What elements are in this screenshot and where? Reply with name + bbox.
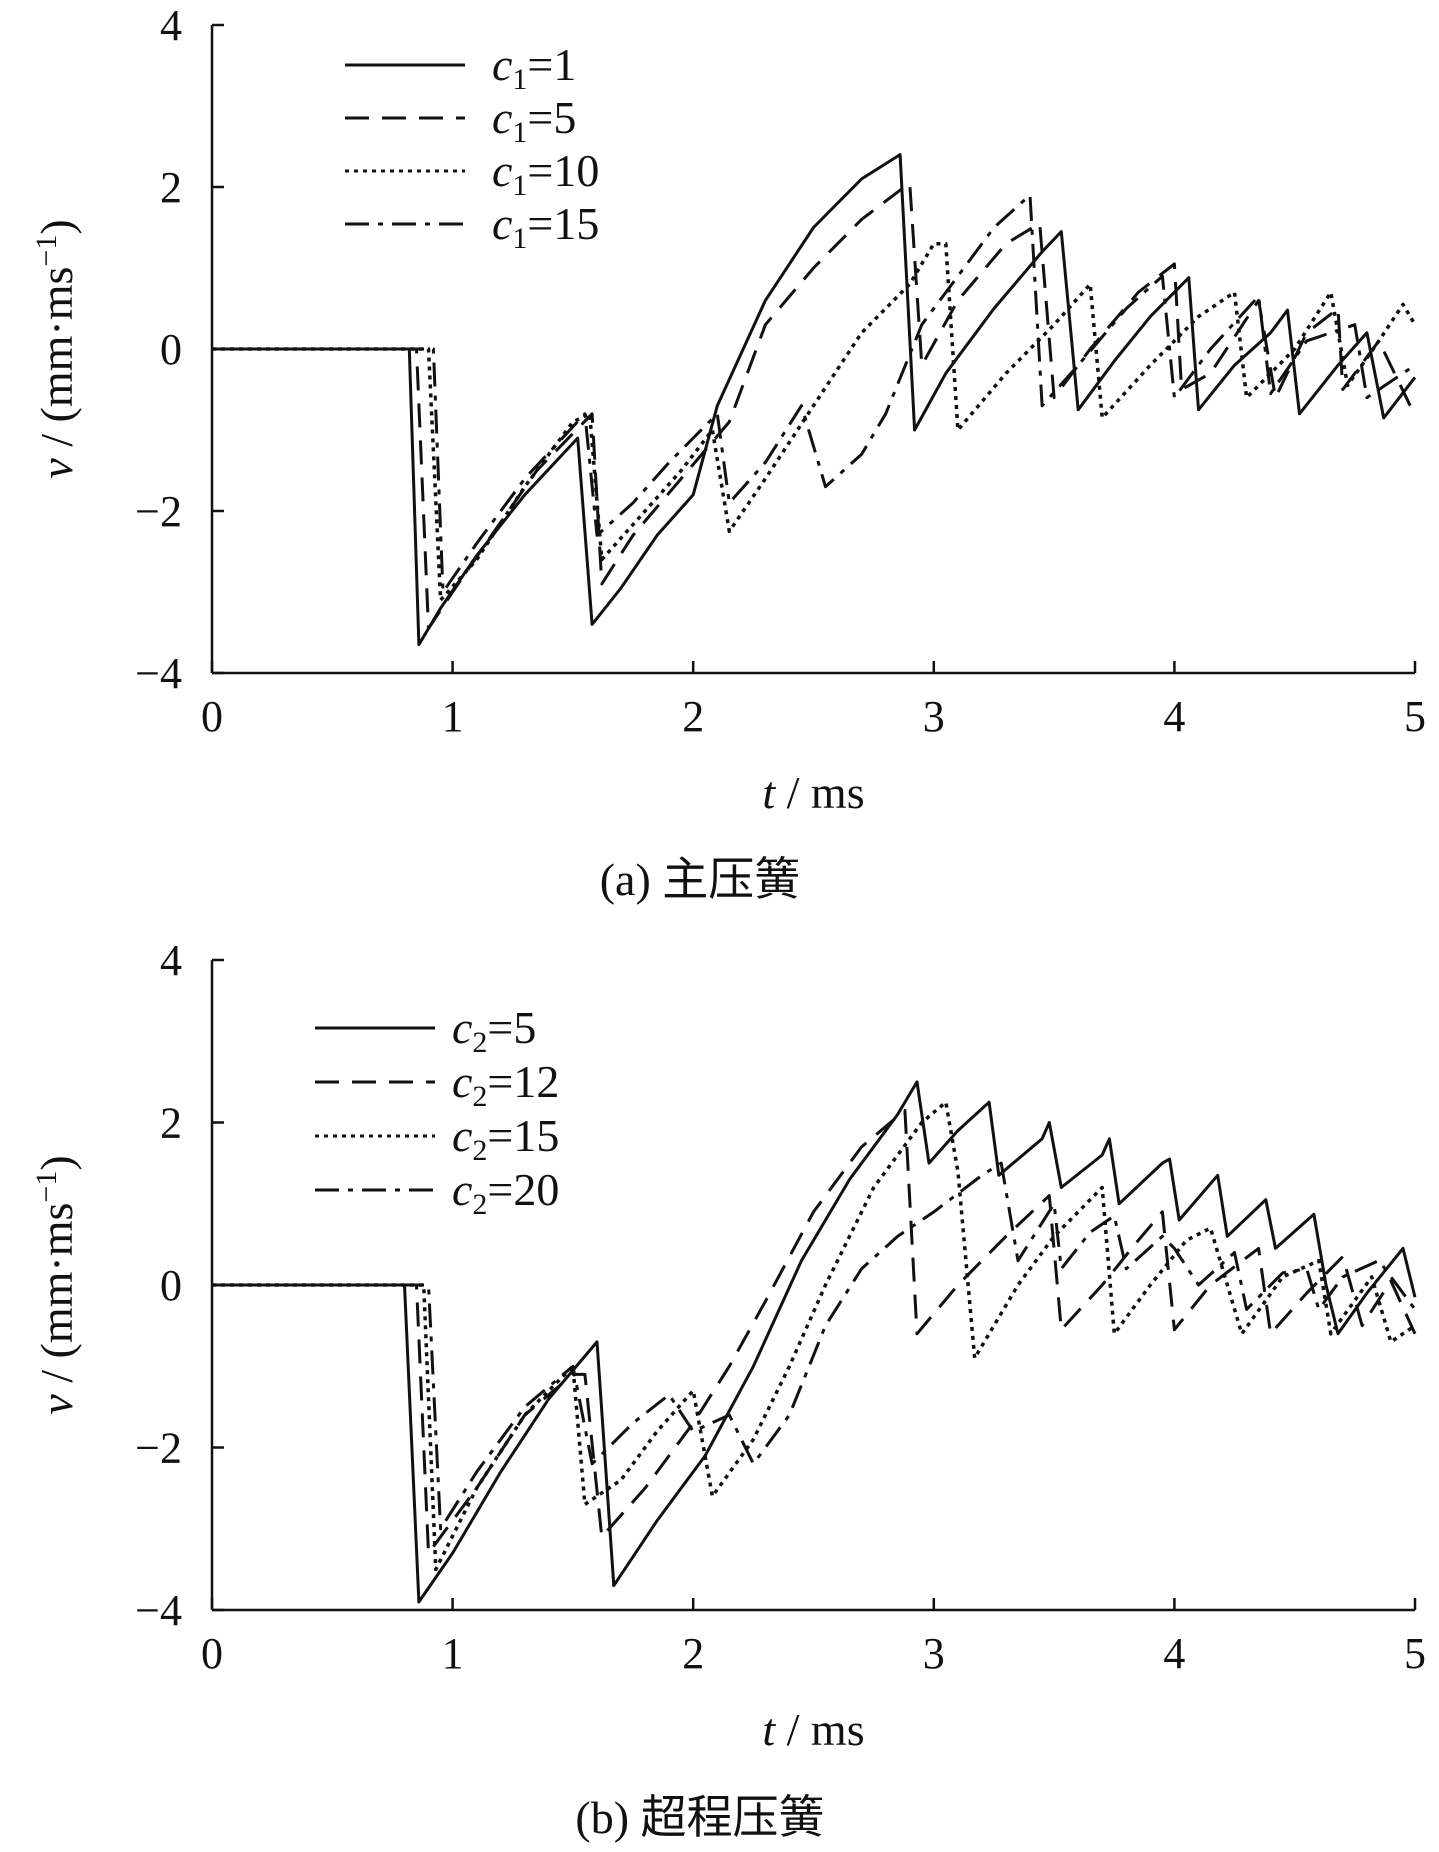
- x-axis-label: t / ms: [762, 767, 864, 818]
- series-line-c2-12: [212, 1108, 1417, 1555]
- y-axis-var: v: [31, 458, 82, 479]
- legend-entry: c1=1: [492, 39, 576, 96]
- legend-entry: c1=5: [492, 92, 576, 149]
- y-axis-unit: / (mm·ms: [31, 267, 82, 459]
- legend-value: =12: [487, 1056, 559, 1107]
- y-axis-unit: / (mm·ms: [31, 1203, 82, 1395]
- legend-entry: c1=10: [492, 145, 599, 202]
- y-tick-label: 2: [160, 163, 182, 212]
- y-tick-label: −2: [135, 1424, 182, 1473]
- x-tick-label: 3: [923, 1629, 945, 1678]
- panel-caption: (b) 超程压簧: [575, 1792, 824, 1843]
- legend-subscript: 1: [512, 169, 527, 202]
- y-tick-label: −4: [135, 1586, 182, 1635]
- series-line-c1-1: [212, 153, 1417, 647]
- legend-subscript: 2: [472, 1080, 487, 1113]
- legend-subscript: 1: [512, 116, 527, 149]
- legend-symbol: c: [492, 92, 512, 143]
- legend-symbol: c: [452, 1002, 472, 1053]
- legend-symbol: c: [452, 1110, 472, 1161]
- legend-value: =1: [527, 39, 576, 90]
- legend-subscript: 2: [472, 1134, 487, 1167]
- legend-symbol: c: [492, 198, 512, 249]
- legend-value: =20: [487, 1164, 559, 1215]
- x-axis-var: t: [762, 1704, 776, 1755]
- legend-symbol: c: [492, 145, 512, 196]
- legend-value: =5: [527, 92, 576, 143]
- legend-value: =15: [487, 1110, 559, 1161]
- series-line-c1-5: [212, 181, 1412, 630]
- y-tick-label: 0: [160, 325, 182, 374]
- legend-value: =15: [527, 198, 599, 249]
- x-axis-unit: / ms: [775, 767, 864, 818]
- legend-value: =5: [487, 1002, 536, 1053]
- x-tick-label: 5: [1404, 1629, 1426, 1678]
- x-tick-label: 5: [1404, 692, 1426, 741]
- legend-subscript: 1: [512, 63, 527, 96]
- series-line-c1-10: [212, 241, 1417, 602]
- x-tick-label: 1: [442, 1629, 464, 1678]
- panel-caption: (a) 主压簧: [600, 854, 801, 905]
- y-axis-unit-exponent: −1: [30, 1171, 63, 1203]
- series-line-c2-15: [212, 1100, 1416, 1572]
- x-tick-label: 1: [442, 692, 464, 741]
- legend-subscript: 1: [512, 222, 527, 255]
- y-axis-label: v / (mm·ms−1): [30, 1155, 82, 1414]
- legend-entry: c2=20: [452, 1164, 559, 1221]
- y-axis-unit-close: ): [31, 219, 82, 234]
- legend-subscript: 2: [472, 1026, 487, 1059]
- y-tick-label: −4: [135, 649, 182, 698]
- legend-symbol: c: [492, 39, 512, 90]
- legend-entry: c2=12: [452, 1056, 559, 1113]
- y-tick-label: 0: [160, 1261, 182, 1310]
- x-tick-label: 2: [682, 1629, 704, 1678]
- x-tick-label: 3: [923, 692, 945, 741]
- legend-symbol: c: [452, 1164, 472, 1215]
- legend-value: =10: [527, 145, 599, 196]
- x-axis-unit: / ms: [775, 1704, 864, 1755]
- y-tick-label: 4: [160, 1, 182, 50]
- x-axis-var: t: [762, 767, 776, 818]
- y-tick-label: 4: [160, 936, 182, 985]
- series-line-c2-5: [212, 1080, 1417, 1604]
- x-tick-label: 4: [1163, 692, 1185, 741]
- legend-subscript: 2: [472, 1188, 487, 1221]
- legend-symbol: c: [452, 1056, 472, 1107]
- series-line-c2-20: [212, 1161, 1417, 1531]
- y-tick-label: −2: [135, 487, 182, 536]
- y-axis-unit-exponent: −1: [30, 235, 63, 267]
- x-tick-label: 0: [201, 692, 223, 741]
- y-axis-label: v / (mm·ms−1): [30, 219, 82, 478]
- series-line-c1-15: [212, 193, 1416, 594]
- legend-entry: c2=15: [452, 1110, 559, 1167]
- legend-entry: c1=15: [492, 198, 599, 255]
- x-tick-label: 2: [682, 692, 704, 741]
- x-tick-label: 4: [1163, 1629, 1185, 1678]
- y-tick-label: 2: [160, 1099, 182, 1148]
- x-axis-label: t / ms: [762, 1704, 864, 1755]
- legend-entry: c2=5: [452, 1002, 536, 1059]
- x-tick-label: 0: [201, 1629, 223, 1678]
- y-axis-unit-close: ): [31, 1155, 82, 1170]
- y-axis-var: v: [31, 1394, 82, 1415]
